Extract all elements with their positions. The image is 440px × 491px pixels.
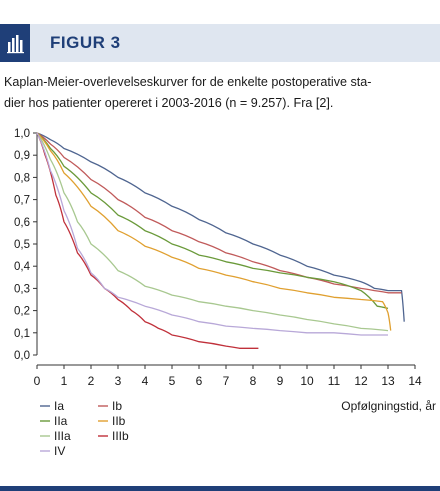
x-axis-label: Opfølgningstid, år xyxy=(341,399,436,413)
chart-axes: 0,00,10,20,30,40,50,60,70,80,91,00 1 2 3 4 5 6… xyxy=(14,128,422,388)
bar-chart-icon xyxy=(7,35,24,54)
y-tick-label: 1,0 xyxy=(14,128,30,140)
series-line-ia xyxy=(36,132,405,322)
bottom-rule xyxy=(0,486,440,491)
figure-badge xyxy=(0,24,30,62)
series-line-iv xyxy=(36,132,388,336)
x-tick-label: 2 xyxy=(88,374,95,388)
legend-label-iv: IV xyxy=(54,444,65,458)
x-tick-label: 11 xyxy=(328,374,341,388)
y-tick-label: 0,8 xyxy=(14,172,30,184)
y-tick-label: 0,0 xyxy=(14,350,30,362)
y-tick-label: 0,6 xyxy=(14,217,30,229)
figure-header-band xyxy=(0,24,440,62)
x-tick-label: 0 xyxy=(34,374,41,388)
x-tick-label: 12 xyxy=(354,374,368,388)
chart-legend: Ia Ib IIa IIb IIIa IIIb IV xyxy=(40,399,129,458)
x-tick-label: 8 xyxy=(250,374,257,388)
y-tick-label: 0,5 xyxy=(14,239,30,251)
x-tick-label: 4 xyxy=(142,374,149,388)
chart-series xyxy=(36,132,405,349)
series-line-ib xyxy=(36,132,402,294)
y-tick-label: 0,1 xyxy=(14,328,30,340)
legend-label-ib: Ib xyxy=(112,399,122,413)
y-tick-label: 0,7 xyxy=(14,195,30,207)
y-tick-label: 0,4 xyxy=(14,261,31,273)
legend-label-iib: IIb xyxy=(112,414,126,428)
figure-caption: Kaplan-Meier-overlevelseskurver for de e… xyxy=(4,72,438,114)
legend-label-iiia: IIIa xyxy=(54,429,71,443)
series-line-iiib xyxy=(36,132,259,349)
legend-label-ia: Ia xyxy=(54,399,64,413)
x-tick-label: 1 xyxy=(61,374,68,388)
x-tick-label: 6 xyxy=(196,374,203,388)
figure-title: FIGUR 3 xyxy=(50,33,121,52)
caption-line-2: dier hos patienter opereret i 2003-2016 … xyxy=(4,96,334,110)
x-tick-label: 3 xyxy=(115,374,122,388)
y-tick-label: 0,3 xyxy=(14,283,30,295)
caption-line-1: Kaplan-Meier-overlevelseskurver for de e… xyxy=(4,75,372,89)
legend-label-iiib: IIIb xyxy=(112,429,129,443)
series-line-iiia xyxy=(36,132,389,332)
x-tick-label: 13 xyxy=(381,374,395,388)
x-tick-label: 14 xyxy=(408,374,422,388)
series-line-iia xyxy=(36,132,389,310)
x-tick-label: 5 xyxy=(169,374,176,388)
x-tick-label: 9 xyxy=(277,374,284,388)
x-tick-label: 10 xyxy=(300,374,314,388)
y-tick-label: 0,2 xyxy=(14,306,30,318)
y-tick-label: 0,9 xyxy=(14,150,30,162)
x-tick-label: 7 xyxy=(223,374,230,388)
legend-label-iia: IIa xyxy=(54,414,68,428)
series-line-iib xyxy=(36,132,392,331)
